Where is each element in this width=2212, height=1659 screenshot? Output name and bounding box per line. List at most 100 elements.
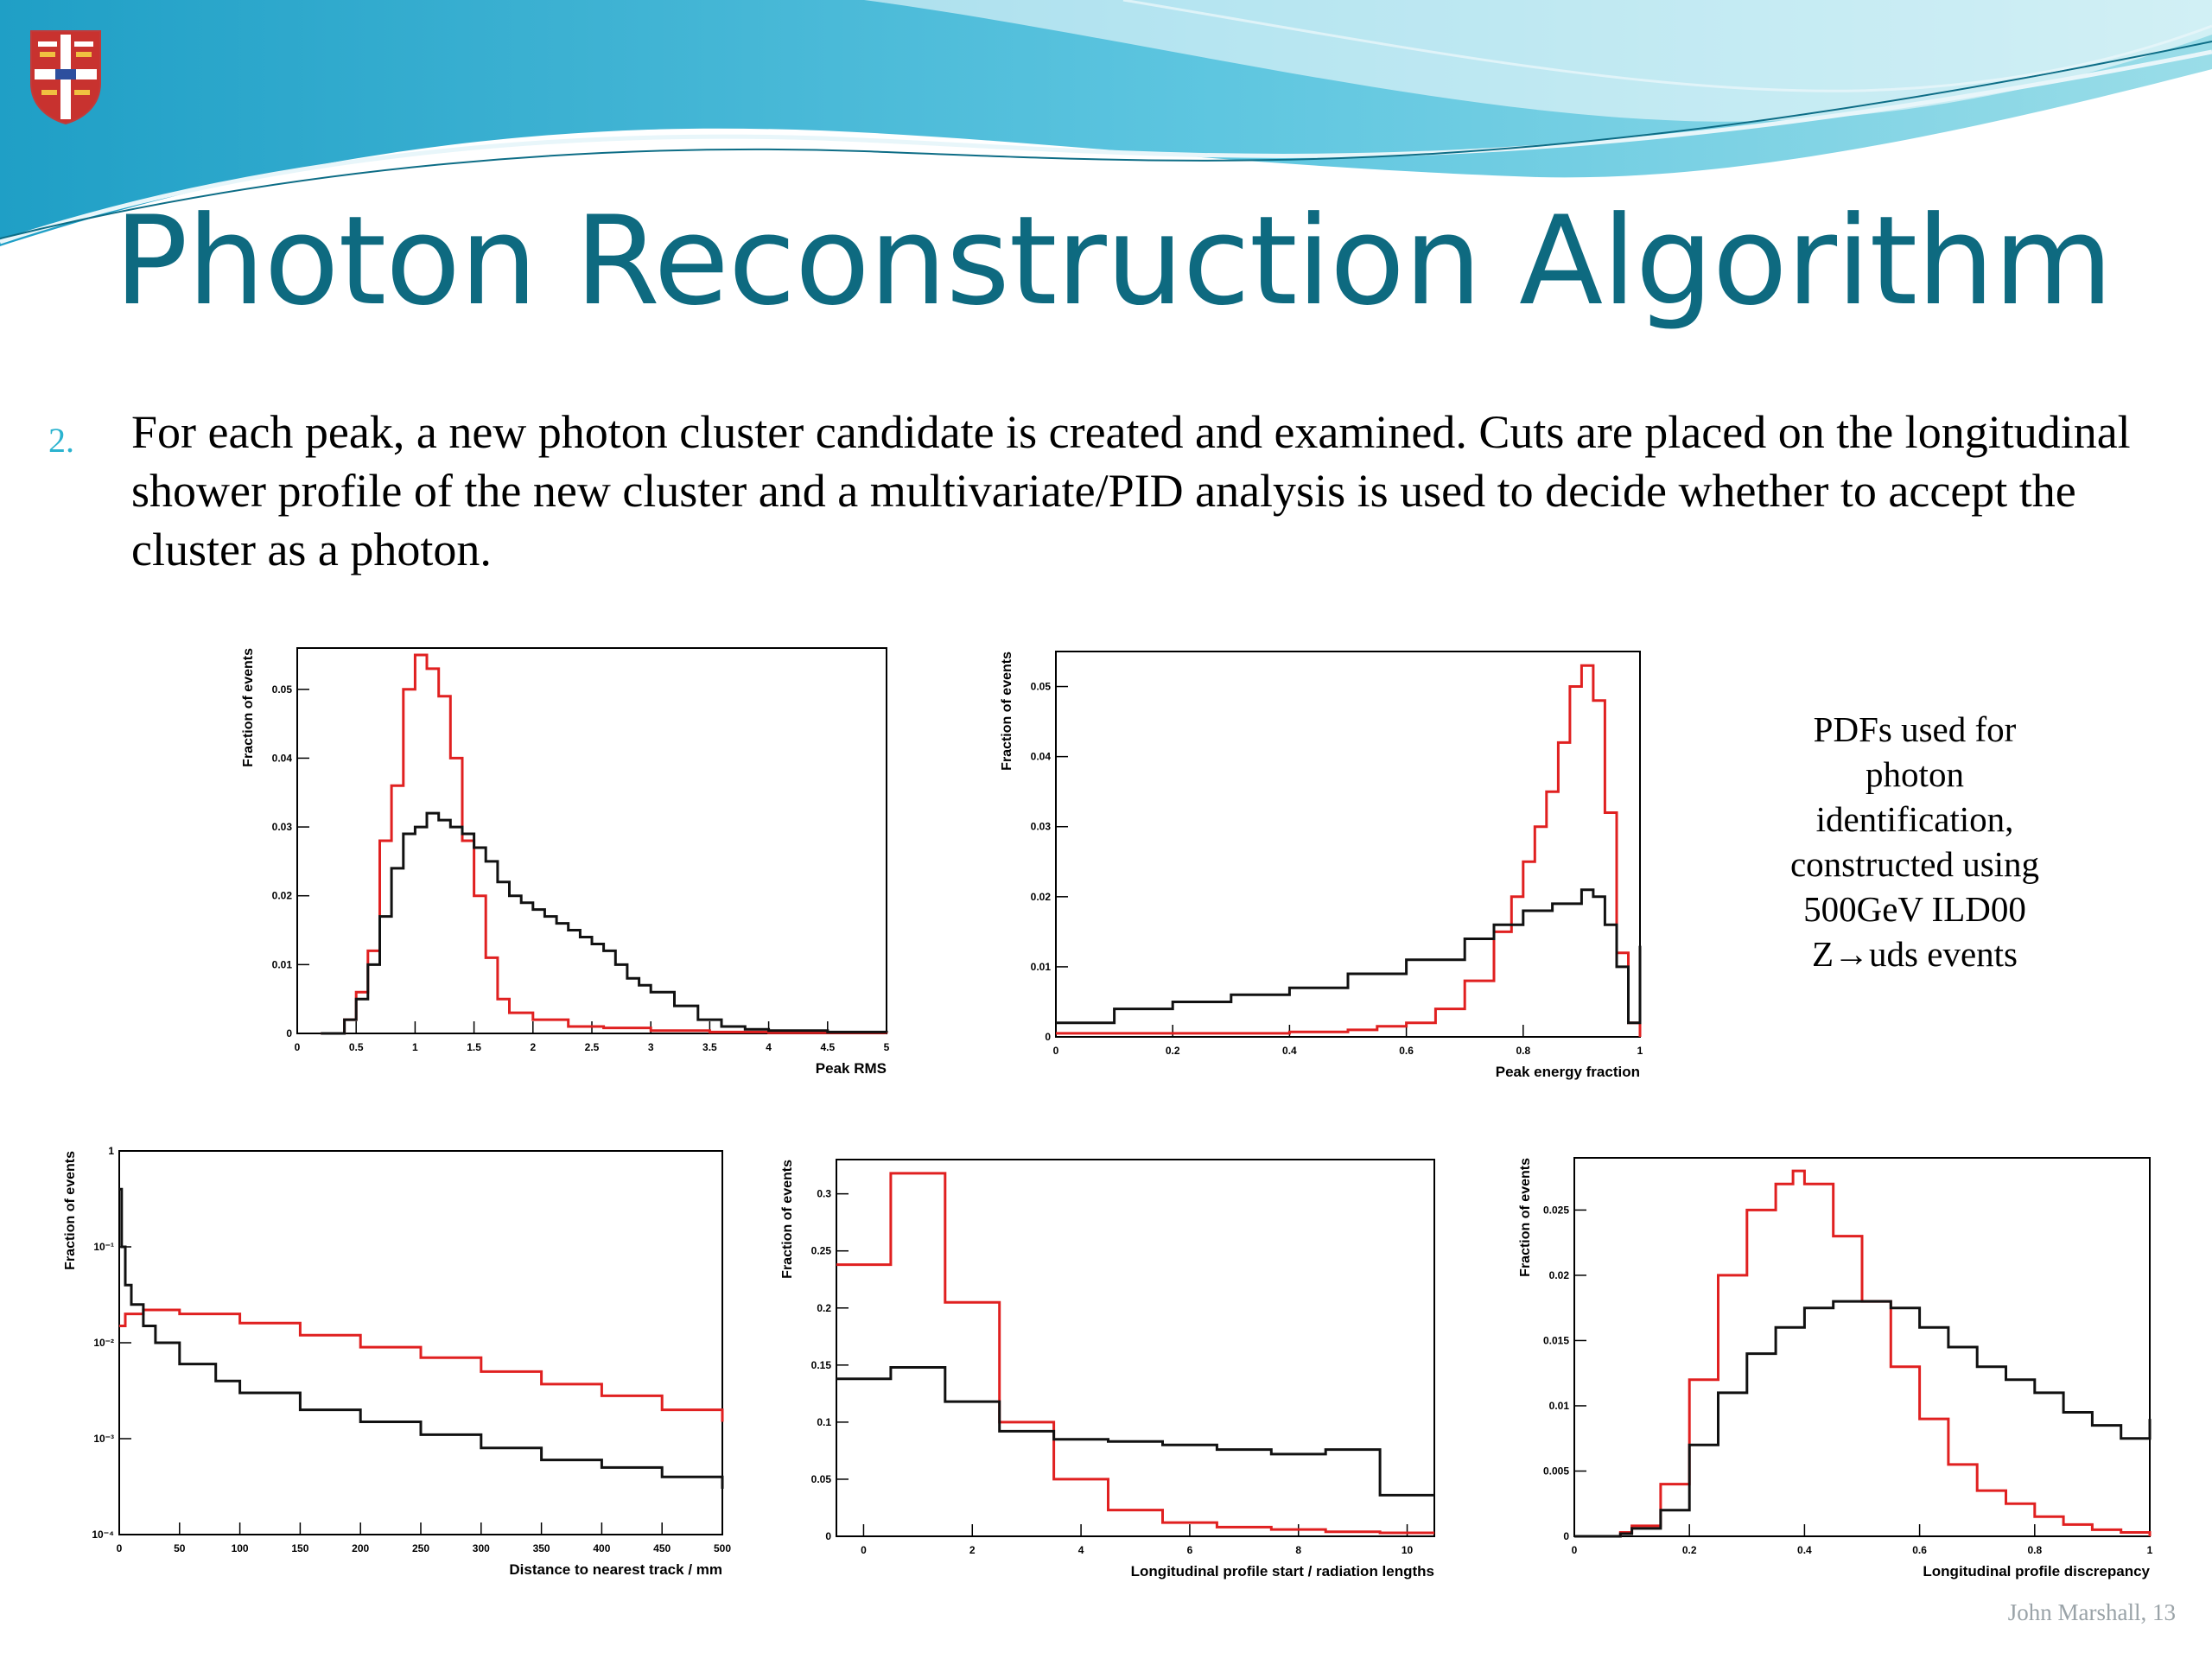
y-tick-label: 0 — [1045, 1031, 1051, 1043]
y-tick-label: 0.05 — [811, 1473, 832, 1485]
series-line-red — [321, 653, 888, 1035]
x-tick-label: 6 — [1187, 1544, 1193, 1556]
plot-frame — [1573, 1157, 2151, 1537]
x-tick-label: 2.5 — [585, 1041, 600, 1053]
y-axis-label: Fraction of events — [1000, 652, 1014, 771]
x-tick-label: 2 — [969, 1544, 976, 1556]
series-line-black — [1056, 888, 1642, 1025]
y-tick-label: 0.01 — [1031, 961, 1052, 973]
y-tick-label: 0.15 — [811, 1359, 832, 1371]
series-line-black — [836, 1366, 1434, 1497]
x-tick-label: 300 — [473, 1542, 490, 1554]
y-tick-label: 0.04 — [272, 752, 293, 764]
y-axis-label: Fraction of events — [780, 1160, 795, 1279]
x-tick-label: 1 — [1637, 1045, 1643, 1057]
x-tick-label: 0 — [1053, 1045, 1059, 1057]
y-tick-label: 0.2 — [817, 1302, 831, 1314]
x-tick-label: 200 — [352, 1542, 369, 1554]
y-tick-label: 0 — [1563, 1530, 1569, 1542]
y-tick-label: 10⁻² — [93, 1337, 114, 1349]
x-tick-label: 0 — [117, 1542, 123, 1554]
university-crest-icon — [30, 30, 101, 124]
footer-author-page: John Marshall, 13 — [2007, 1599, 2176, 1625]
x-tick-label: 3 — [648, 1041, 654, 1053]
y-tick-label: 0.025 — [1543, 1204, 1569, 1216]
y-tick-label: 0.05 — [272, 683, 293, 696]
x-axis-label: Distance to nearest track / mm — [509, 1561, 722, 1578]
x-tick-label: 0.5 — [349, 1041, 364, 1053]
x-tick-label: 0.4 — [1282, 1045, 1297, 1057]
y-tick-label: 0.3 — [817, 1188, 831, 1200]
y-tick-label: 0.04 — [1031, 751, 1052, 763]
y-tick-label: 0.25 — [811, 1245, 832, 1257]
header-wave-decoration — [0, 0, 2212, 246]
y-tick-label: 1 — [108, 1145, 114, 1157]
plot-frame — [118, 1150, 723, 1535]
caption-line: identification, — [1815, 799, 2014, 839]
y-tick-label: 0 — [825, 1530, 831, 1542]
caption-line: Z→uds events — [1812, 934, 2018, 974]
series-line-black — [321, 811, 888, 1035]
x-tick-label: 0.2 — [1682, 1544, 1697, 1556]
y-tick-label: 0.02 — [1549, 1269, 1570, 1281]
caption-line: photon — [1866, 754, 1964, 794]
x-tick-label: 0.4 — [1797, 1544, 1812, 1556]
x-tick-label: 500 — [714, 1542, 731, 1554]
x-axis-label: Peak RMS — [816, 1060, 887, 1077]
caption-line: constructed using — [1789, 844, 2040, 884]
x-tick-label: 4 — [766, 1041, 772, 1053]
x-tick-label: 350 — [533, 1542, 550, 1554]
x-tick-label: 5 — [884, 1041, 890, 1053]
y-tick-label: 0.03 — [272, 821, 293, 833]
y-tick-label: 0.02 — [1031, 891, 1052, 903]
chart-profile-discrepancy: 0 0.2 0.4 0.6 0.8 1 0 0.005 0.01 0.015 0.02 0.025 Lo… — [1518, 1157, 2153, 1580]
x-tick-label: 4 — [1078, 1544, 1084, 1556]
x-tick-label: 1 — [2147, 1544, 2153, 1556]
x-tick-label: 0 — [1572, 1544, 1578, 1556]
x-tick-label: 50 — [174, 1542, 186, 1554]
x-tick-label: 400 — [593, 1542, 610, 1554]
y-tick-label: 10⁻¹ — [93, 1241, 114, 1253]
chart-peak-rms: 0 0.5 1 1.5 2 2.5 3 3.5 4 4.5 5 0 0.01 0.02 0.03 0.04 0.… — [241, 647, 890, 1077]
pdf-caption: PDFs used for photon identification, con… — [1744, 707, 2086, 976]
y-tick-label: 10⁻³ — [93, 1433, 114, 1445]
x-tick-label: 0.8 — [1516, 1045, 1530, 1057]
plot-frame — [296, 647, 887, 1034]
series-line-black — [1574, 1300, 2152, 1538]
y-tick-label: 0.015 — [1543, 1334, 1569, 1346]
x-tick-label: 1.5 — [467, 1041, 481, 1053]
y-tick-label: 0.03 — [1031, 821, 1052, 833]
y-tick-label: 0 — [286, 1027, 292, 1039]
plot-frame — [836, 1159, 1435, 1537]
x-axis-label: Longitudinal profile discrepancy — [1923, 1563, 2150, 1580]
series-line-red — [1574, 1169, 2152, 1538]
x-tick-label: 450 — [653, 1542, 671, 1554]
chart-peak-energy-fraction: 0 0.2 0.4 0.6 0.8 1 0 0.01 0.02 0.03 0.04 0.05 Peak … — [1000, 651, 1643, 1080]
bullet-text: For each peak, a new photon cluster cand… — [131, 406, 2131, 575]
y-tick-label: 0.005 — [1543, 1465, 1569, 1477]
x-tick-label: 2 — [530, 1041, 536, 1053]
y-tick-label: 0.05 — [1031, 681, 1052, 693]
x-axis-label: Peak energy fraction — [1496, 1064, 1640, 1080]
caption-line: 500GeV ILD00 — [1803, 889, 2026, 929]
x-tick-label: 8 — [1295, 1544, 1301, 1556]
x-tick-label: 0.6 — [1399, 1045, 1414, 1057]
y-axis-label: Fraction of events — [241, 648, 256, 767]
y-axis-label: Fraction of events — [1518, 1158, 1533, 1277]
x-tick-label: 10 — [1402, 1544, 1414, 1556]
caption-line: PDFs used for — [1813, 709, 2017, 749]
chart-profile-start: 0 2 4 6 8 10 0 0.05 0.1 0.15 0.2 0.25 0.3 Longitudina… — [780, 1159, 1435, 1580]
x-tick-label: 250 — [412, 1542, 429, 1554]
series-line-red — [1056, 664, 1642, 1037]
x-axis-label: Longitudinal profile start / radiation l… — [1131, 1563, 1434, 1580]
x-tick-label: 100 — [232, 1542, 249, 1554]
y-tick-label: 10⁻⁴ — [92, 1529, 114, 1541]
bullet-number: 2. — [48, 421, 74, 460]
y-tick-label: 0.02 — [272, 890, 293, 902]
x-tick-label: 150 — [291, 1542, 308, 1554]
chart-distance-to-track: 0 50 100 150 200 250 300 350 400 450 500 10⁻⁴ 10⁻³ 10… — [63, 1145, 731, 1578]
x-tick-label: 0.8 — [2027, 1544, 2042, 1556]
x-tick-label: 0 — [861, 1544, 867, 1556]
x-tick-label: 1 — [412, 1041, 418, 1053]
series-line-black — [119, 1187, 724, 1489]
